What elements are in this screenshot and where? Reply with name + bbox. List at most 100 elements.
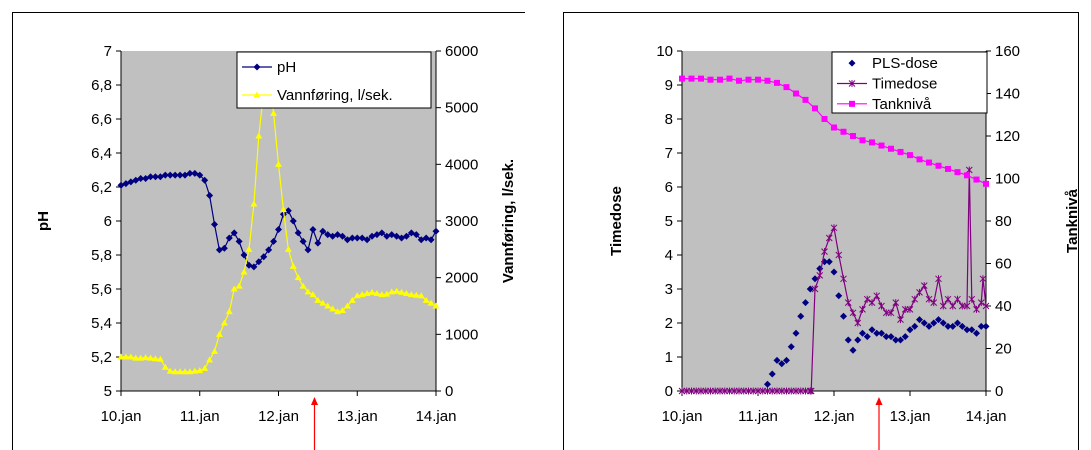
data-point — [983, 180, 989, 187]
data-point — [802, 96, 809, 103]
data-point — [973, 329, 980, 337]
series-vannf-ring-l-sek- — [117, 70, 440, 375]
data-point — [260, 253, 268, 261]
data-point — [901, 305, 909, 313]
data-point — [806, 285, 814, 293]
legend-label: Timedose — [872, 76, 937, 93]
data-point — [245, 245, 253, 252]
data-point — [954, 169, 961, 176]
x-tick-label: 14.jan — [416, 408, 457, 425]
data-point — [882, 309, 890, 317]
data-point — [412, 291, 420, 298]
data-point — [304, 246, 312, 254]
data-point — [778, 360, 786, 368]
data-point — [698, 75, 704, 82]
data-point — [973, 305, 980, 313]
data-point — [726, 387, 733, 395]
data-point — [774, 79, 780, 86]
data-point — [868, 299, 876, 307]
y-axis-title: pH — [35, 211, 52, 231]
ph-flow-chart-svg: 5 5,2 5,4 5,6 5,8 6 6,2 6,4 6,6 6,8 7 0 1000 2000 3000… — [12, 12, 525, 450]
dose-tank-chart: 0 1 2 3 4 5 6 7 8 9 10 0 20 40 60 80 100 120 140 160 10.jan 1… — [563, 0, 1088, 450]
y-tick-label: 5,4 — [91, 315, 112, 332]
data-point — [166, 367, 174, 374]
data-point — [939, 302, 947, 310]
data-point — [299, 237, 307, 245]
data-point — [348, 296, 356, 303]
data-point — [907, 152, 913, 159]
data-point — [916, 288, 923, 296]
data-point — [220, 244, 228, 252]
data-point — [830, 268, 838, 276]
data-point — [412, 231, 420, 239]
y-tick-label: 7 — [104, 43, 112, 60]
data-point — [773, 387, 781, 395]
data-point — [830, 224, 838, 232]
data-point — [897, 148, 904, 155]
data-point — [901, 333, 909, 341]
data-point — [920, 282, 928, 290]
y2-tick-label: 2000 — [445, 270, 478, 287]
data-point — [206, 356, 214, 363]
x-tick-label: 12.jan — [814, 408, 855, 425]
x-tick-label: 10.jan — [662, 408, 703, 425]
data-point — [127, 353, 135, 360]
data-point — [383, 290, 391, 297]
data-point — [196, 367, 204, 374]
legend-box — [236, 51, 432, 109]
y2-tick-label: 140 — [995, 86, 1020, 103]
data-point — [402, 232, 410, 240]
data-point — [878, 302, 885, 310]
legend-marker — [848, 59, 856, 67]
data-point — [844, 336, 852, 344]
data-point — [977, 322, 985, 330]
y-tick-label: 5,2 — [91, 349, 112, 366]
data-point — [398, 288, 406, 295]
event-marker-arrowhead — [875, 397, 883, 405]
data-point — [755, 76, 761, 83]
data-point — [186, 368, 194, 375]
data-point — [142, 354, 150, 361]
x-tick-label: 12.jan — [258, 408, 299, 425]
data-point — [432, 227, 440, 235]
legend-entry: Timedose — [837, 76, 937, 93]
data-point — [802, 299, 809, 307]
y2-tick-label: 40 — [995, 298, 1012, 315]
data-point — [935, 316, 942, 324]
data-point — [982, 302, 990, 310]
x-tick-label: 11.jan — [738, 408, 778, 425]
data-point — [935, 162, 942, 169]
data-point — [132, 354, 140, 361]
data-point — [137, 175, 145, 182]
data-point — [911, 295, 919, 303]
legend-entry: Vannføring, l/sek. — [242, 87, 393, 104]
data-point — [299, 282, 307, 289]
y2-tick-label: 0 — [445, 383, 453, 400]
data-point — [835, 292, 843, 300]
data-point — [764, 380, 771, 388]
legend-label: Vannføring, l/sek. — [277, 87, 393, 104]
data-point — [338, 307, 346, 314]
data-point — [161, 363, 169, 370]
data-point — [309, 291, 317, 298]
data-point — [265, 246, 273, 254]
data-point — [882, 333, 890, 341]
data-point — [422, 296, 430, 303]
data-point — [324, 302, 332, 309]
data-point — [849, 346, 857, 354]
data-point — [949, 302, 957, 310]
data-point — [176, 368, 184, 375]
data-point — [773, 356, 781, 364]
data-point — [887, 309, 895, 317]
legend-entry: pH — [242, 59, 296, 76]
y-tick-label: 6 — [104, 213, 112, 230]
legend-marker — [253, 63, 261, 71]
data-point — [270, 237, 278, 245]
data-point — [294, 274, 302, 281]
data-point — [117, 353, 125, 360]
data-point — [797, 387, 805, 395]
data-point — [215, 330, 223, 337]
data-point — [916, 156, 923, 163]
data-point — [764, 77, 771, 84]
data-point — [854, 336, 862, 344]
